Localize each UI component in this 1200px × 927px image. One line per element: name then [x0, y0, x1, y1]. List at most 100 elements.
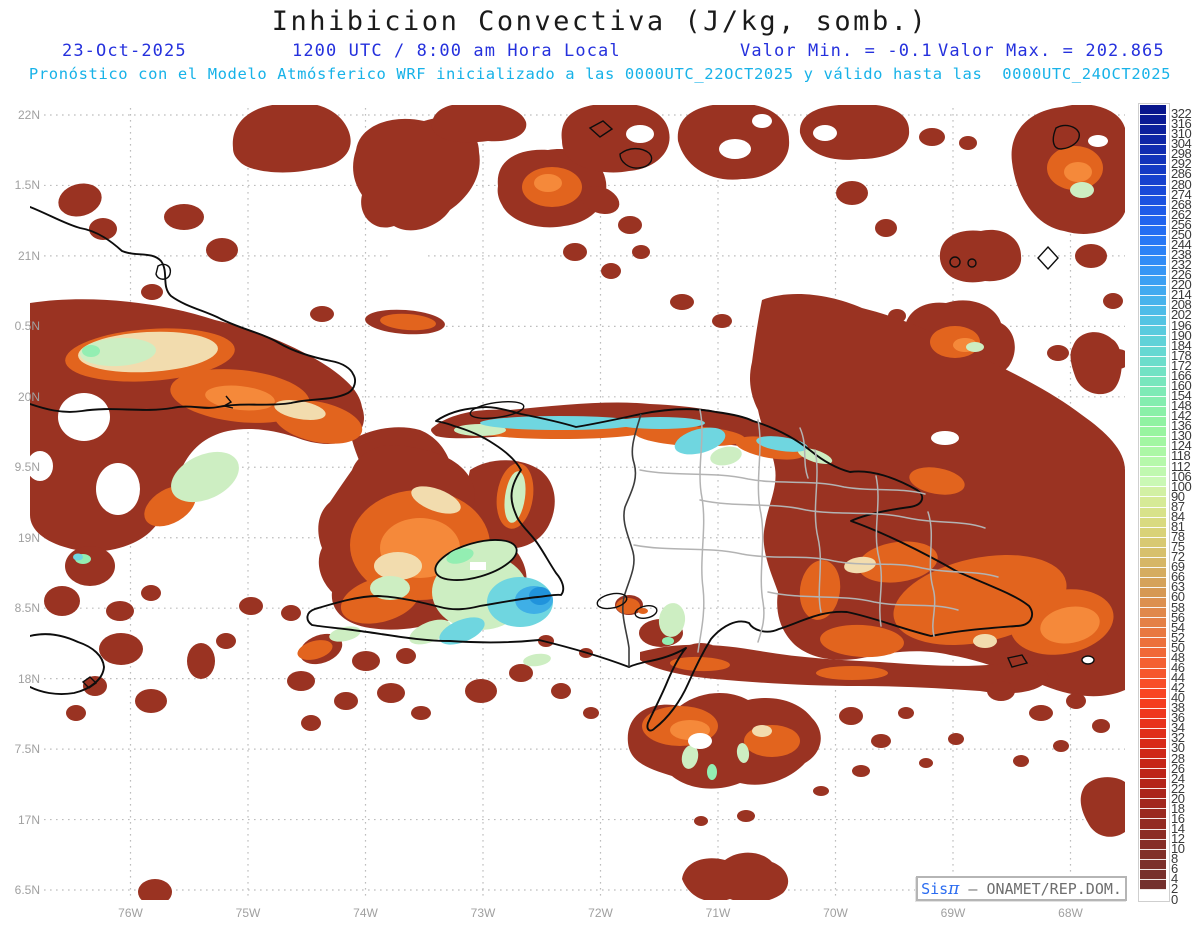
colorbar-value: 124 — [1171, 438, 1192, 454]
colorbar-cell — [1140, 507, 1166, 518]
colorbar-value: 56 — [1171, 609, 1185, 625]
min-value-label: Valor Min. = -0.1 — [740, 41, 933, 61]
colorbar-value: 136 — [1171, 418, 1192, 434]
colorbar-value: 44 — [1171, 669, 1185, 685]
colorbar-value: 32 — [1171, 730, 1185, 746]
colorbar-value: 30 — [1171, 740, 1185, 756]
colorbar-value: 250 — [1171, 226, 1192, 242]
colorbar-cell — [1140, 215, 1166, 226]
colorbar-value: 34 — [1171, 720, 1185, 736]
colorbar-value: 90 — [1171, 488, 1185, 504]
colorbar-value: 8 — [1171, 851, 1178, 867]
colorbar-cell — [1140, 225, 1166, 236]
lake-outline — [634, 605, 658, 619]
colorbar-value: 78 — [1171, 529, 1185, 544]
colorbar-cell — [1140, 759, 1166, 770]
colorbar-cell — [1140, 205, 1166, 216]
colorbar-value: 87 — [1171, 498, 1185, 514]
lat-label: 20N — [17, 389, 40, 404]
colorbar-value: 190 — [1171, 327, 1192, 343]
colorbar-value: 106 — [1171, 468, 1192, 484]
colorbar-cell — [1140, 296, 1166, 307]
colorbar-value: 322 — [1171, 106, 1192, 122]
colorbar-value: 184 — [1171, 337, 1192, 353]
colorbar-value: 69 — [1171, 559, 1185, 575]
jamaica-coastline — [30, 633, 105, 695]
colorbar-cell — [1140, 165, 1166, 176]
colorbar-value: 286 — [1171, 166, 1192, 182]
colorbar-value: 63 — [1171, 579, 1185, 595]
colorbar-cell — [1140, 105, 1166, 116]
lon-label: 70W — [823, 906, 848, 920]
lat-label: 6.5N — [14, 882, 40, 897]
colorbar-cell — [1140, 658, 1166, 669]
colorbar-cell — [1140, 678, 1166, 689]
colorbar-value: 238 — [1171, 247, 1192, 263]
colorbar-value: 262 — [1171, 206, 1192, 222]
colorbar-value: 274 — [1171, 186, 1192, 202]
lat-label: 18N — [17, 671, 40, 686]
colorbar-value: 298 — [1171, 146, 1192, 162]
colorbar-cell — [1140, 467, 1166, 478]
colorbar-cell — [1140, 708, 1166, 719]
colorbar-cell — [1140, 728, 1166, 739]
colorbar-cell — [1140, 125, 1166, 136]
colorbar-cell — [1140, 245, 1166, 256]
lat-label: 22N — [17, 108, 40, 122]
colorbar — [1138, 103, 1170, 902]
colorbar-cell — [1140, 698, 1166, 709]
colorbar-cell — [1140, 769, 1166, 780]
colorbar-cell — [1140, 527, 1166, 538]
cay-outline — [949, 256, 961, 268]
colorbar-value: 48 — [1171, 649, 1185, 665]
cin-field — [30, 105, 1125, 900]
colorbar-value: 36 — [1171, 710, 1185, 726]
colorbar-cell — [1140, 437, 1166, 448]
lon-label: 69W — [940, 906, 966, 920]
cuba-coastline — [30, 206, 356, 413]
colorbar-value: 50 — [1171, 639, 1185, 655]
colorbar-value: 81 — [1171, 518, 1185, 534]
colorbar-cell — [1140, 879, 1166, 890]
colorbar-cell — [1140, 577, 1166, 588]
lon-label: 75W — [235, 906, 261, 920]
colorbar-value: 100 — [1171, 478, 1192, 494]
colorbar-cell — [1140, 316, 1166, 327]
colorbar-value: 130 — [1171, 428, 1192, 444]
colorbar-value: 142 — [1171, 408, 1192, 424]
colorbar-cell — [1140, 849, 1166, 860]
colorbar-value: 118 — [1171, 448, 1191, 464]
colorbar-cell — [1140, 779, 1166, 790]
colorbar-value: 304 — [1171, 136, 1192, 152]
lat-label: 9.5N — [14, 460, 40, 475]
colorbar-value: 160 — [1171, 377, 1192, 393]
colorbar-value: 60 — [1171, 589, 1185, 605]
lat-label: 1.5N — [14, 178, 40, 193]
colorbar-cell — [1140, 648, 1166, 659]
lon-label: 73W — [470, 906, 496, 920]
lon-label: 72W — [588, 906, 613, 920]
colorbar-value: 214 — [1171, 287, 1192, 303]
colorbar-cell — [1140, 809, 1166, 820]
colorbar-cell — [1140, 557, 1166, 568]
colorbar-value: 18 — [1171, 800, 1185, 816]
colorbar-value: 196 — [1171, 317, 1192, 333]
lat-label: 21N — [17, 248, 40, 263]
colorbar-cell — [1140, 859, 1166, 870]
colorbar-value: 12 — [1171, 831, 1185, 847]
colorbar-value: 10 — [1171, 841, 1185, 857]
colorbar-value: 208 — [1171, 297, 1192, 313]
colorbar-value: 166 — [1171, 367, 1192, 383]
colorbar-value: 66 — [1171, 569, 1185, 585]
credit-text: – ONAMET/REP.DOM. — [959, 879, 1122, 898]
coastlines — [30, 120, 1095, 732]
colorbar-cell — [1140, 608, 1166, 619]
colorbar-value: 220 — [1171, 277, 1192, 293]
lon-label: 76W — [118, 906, 143, 920]
colorbar-cell — [1140, 839, 1166, 850]
colorbar-cell — [1140, 185, 1166, 196]
colorbar-value: 256 — [1171, 216, 1192, 232]
cay-outline — [619, 147, 653, 169]
colorbar-cell — [1140, 396, 1166, 407]
